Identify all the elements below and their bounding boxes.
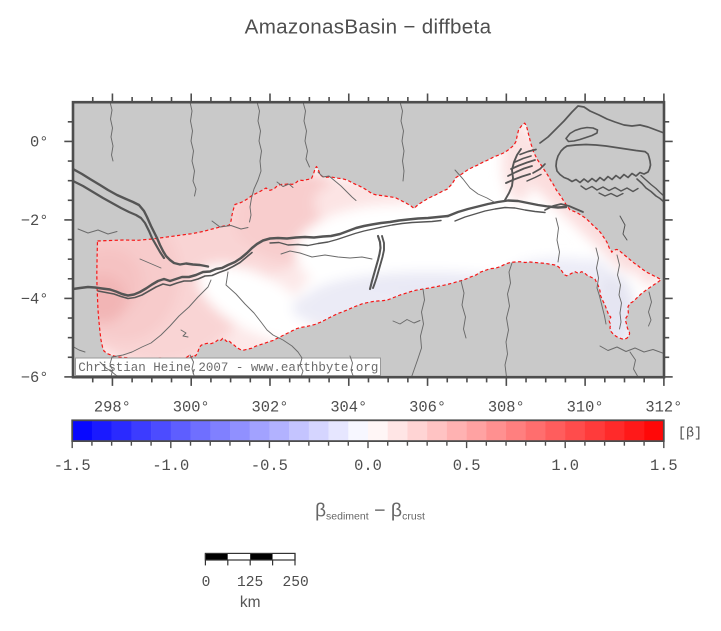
svg-text:250: 250	[282, 575, 308, 591]
svg-text:βsediment − βcrust: βsediment − βcrust	[315, 500, 425, 523]
svg-text:Christian Heine,2007 - www.ear: Christian Heine,2007 - www.earthbyte.org	[78, 361, 378, 375]
svg-text:1.5: 1.5	[650, 457, 678, 475]
svg-text:-0.5: -0.5	[251, 457, 288, 475]
svg-text:AmazonasBasin − diffbeta: AmazonasBasin − diffbeta	[245, 16, 492, 39]
svg-text:-1.0: -1.0	[152, 457, 189, 475]
svg-text:302°: 302°	[252, 399, 289, 417]
svg-text:1.0: 1.0	[551, 457, 579, 475]
svg-text:304°: 304°	[330, 399, 367, 417]
svg-text:0: 0	[202, 575, 211, 591]
svg-text:308°: 308°	[488, 399, 525, 417]
svg-text:km: km	[240, 594, 261, 611]
svg-text:0°: 0°	[30, 134, 48, 152]
svg-text:300°: 300°	[173, 399, 210, 417]
svg-text:310°: 310°	[567, 399, 604, 417]
svg-text:0.0: 0.0	[354, 457, 382, 475]
svg-text:[β]: [β]	[678, 427, 702, 442]
svg-text:298°: 298°	[94, 399, 131, 417]
svg-text:306°: 306°	[409, 399, 446, 417]
svg-text:−2°: −2°	[21, 212, 49, 230]
svg-text:−6°: −6°	[21, 369, 49, 387]
svg-text:312°: 312°	[645, 399, 682, 417]
svg-text:−4°: −4°	[21, 291, 49, 309]
svg-text:125: 125	[237, 575, 263, 591]
svg-text:-1.5: -1.5	[54, 457, 91, 475]
svg-text:0.5: 0.5	[453, 457, 481, 475]
